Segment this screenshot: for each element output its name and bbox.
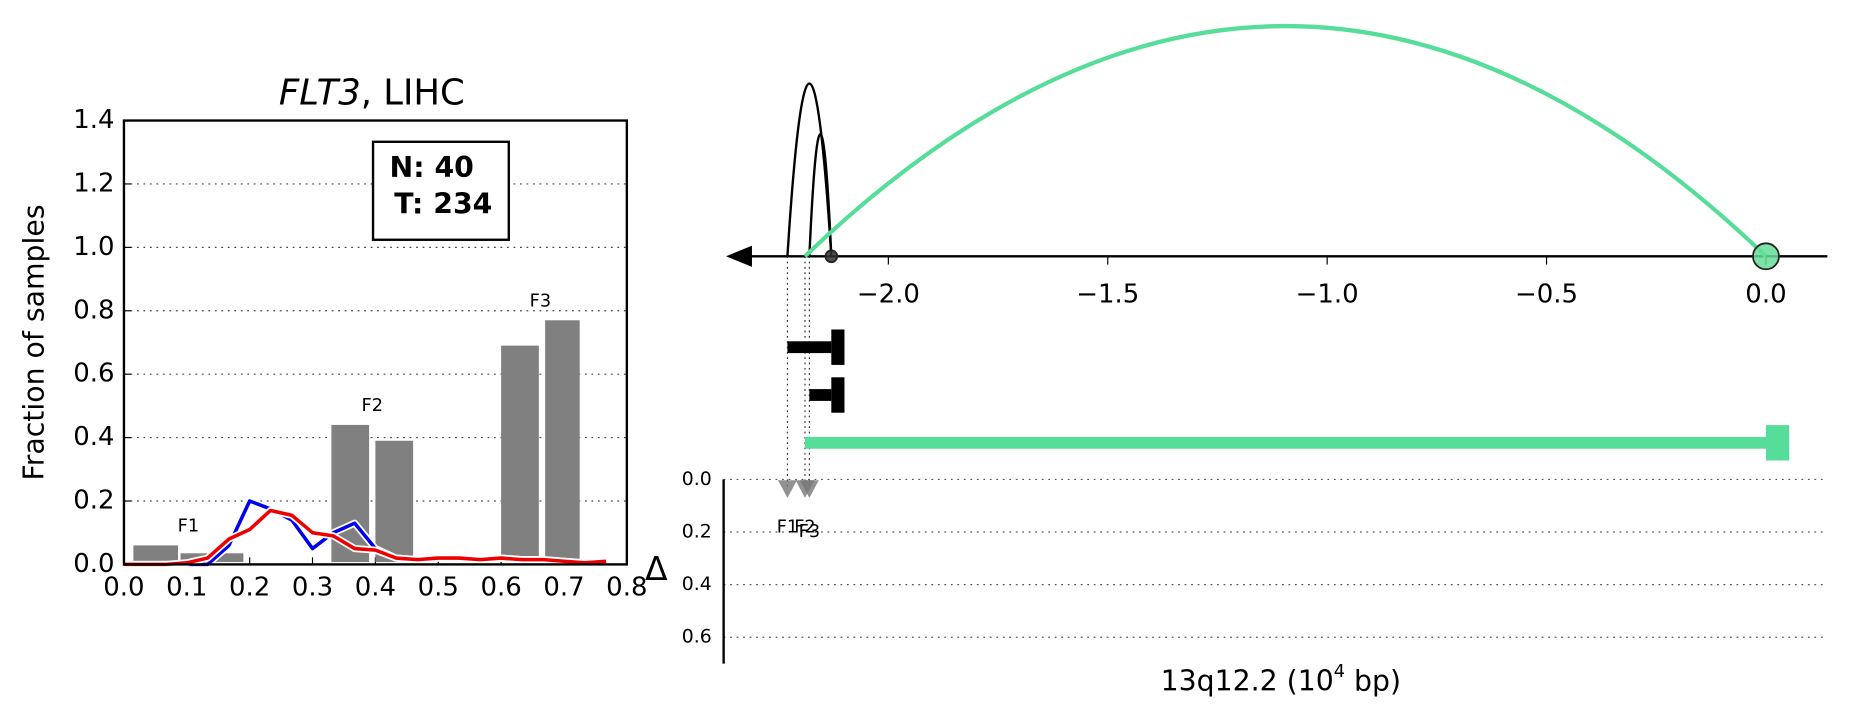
chart-title: FLT3, LIHC: [279, 73, 465, 114]
x-tick-label: 0.2: [229, 573, 270, 603]
x-tick-label: 0.0: [1745, 280, 1786, 310]
y-tick-label: 0.6: [73, 359, 114, 389]
y-tick-label: 0.6: [682, 626, 712, 648]
transcript-body: [804, 436, 1770, 449]
y-tick-label: 0.4: [73, 422, 114, 452]
title-gene: FLT3: [279, 73, 361, 114]
anchor-point: [1752, 242, 1780, 271]
x-tick-label: −1.5: [1076, 280, 1139, 310]
bar: [375, 440, 414, 563]
x-tick-label: 0.6: [480, 573, 521, 603]
y-axis-label: Fraction of samples: [17, 204, 50, 480]
x-label-text: bp): [1345, 664, 1401, 697]
bar: [133, 545, 179, 563]
y-tick-label: 0.4: [682, 573, 712, 595]
y-tick-label: 0.2: [682, 521, 712, 543]
title-cohort: , LIHC: [361, 73, 465, 114]
x-tick-label: 0.0: [103, 573, 144, 603]
y-axis-label: Δ: [645, 549, 668, 588]
x-tick-label: 0.5: [418, 573, 459, 603]
link-arc: [808, 133, 833, 257]
y-tick-label: 1.2: [73, 168, 114, 198]
bar: [501, 345, 539, 563]
x-tick-label: 0.1: [166, 573, 207, 603]
bar: [545, 320, 580, 563]
feature-label: F2: [794, 517, 815, 537]
feature-label: F2: [362, 396, 383, 416]
transcript-body: [787, 341, 832, 354]
x-tick-label: −0.5: [1515, 280, 1578, 310]
transcript-block: [831, 329, 845, 365]
series-line: [123, 508, 607, 567]
legend-text: N: 40: [390, 151, 474, 184]
legend-box: [371, 140, 510, 241]
y-tick-label: 1.0: [73, 232, 114, 262]
x-tick-label: −2.0: [857, 280, 920, 310]
x-tick-label: 0.3: [292, 573, 333, 603]
link-arc: [786, 82, 833, 257]
y-tick-label: 1.4: [73, 105, 114, 135]
transcript-block: [1765, 425, 1790, 461]
feature-label: F1: [777, 517, 798, 537]
y-tick-label: 0.2: [73, 485, 114, 515]
plot-frame: [122, 119, 629, 566]
anchor-point: [824, 249, 839, 264]
y-tick-label: 0.8: [73, 295, 114, 325]
legend-text: T: 234: [394, 188, 492, 221]
x-label-text: 13q12.2 (10: [1161, 664, 1334, 697]
x-axis-label: 13q12.2 (104 bp): [1161, 662, 1402, 698]
transcript-body: [809, 389, 832, 401]
y-tick-label: 0.0: [682, 468, 712, 490]
feature-label: F1: [178, 516, 199, 536]
axis-arrow: [725, 245, 752, 267]
x-label-exponent: 4: [1334, 662, 1345, 682]
x-tick-label: 0.7: [543, 573, 584, 603]
link-arc: [803, 24, 1768, 258]
x-tick-label: 0.4: [355, 573, 396, 603]
x-tick-label: −1.0: [1296, 280, 1359, 310]
x-tick-label: 0.8: [606, 573, 647, 603]
feature-label: F3: [530, 291, 551, 311]
feature-marker: [799, 480, 819, 498]
feature-label: F3: [799, 522, 820, 542]
y-tick-label: 0.0: [73, 549, 114, 579]
transcript-block: [831, 377, 845, 413]
feature-marker: [777, 480, 797, 498]
